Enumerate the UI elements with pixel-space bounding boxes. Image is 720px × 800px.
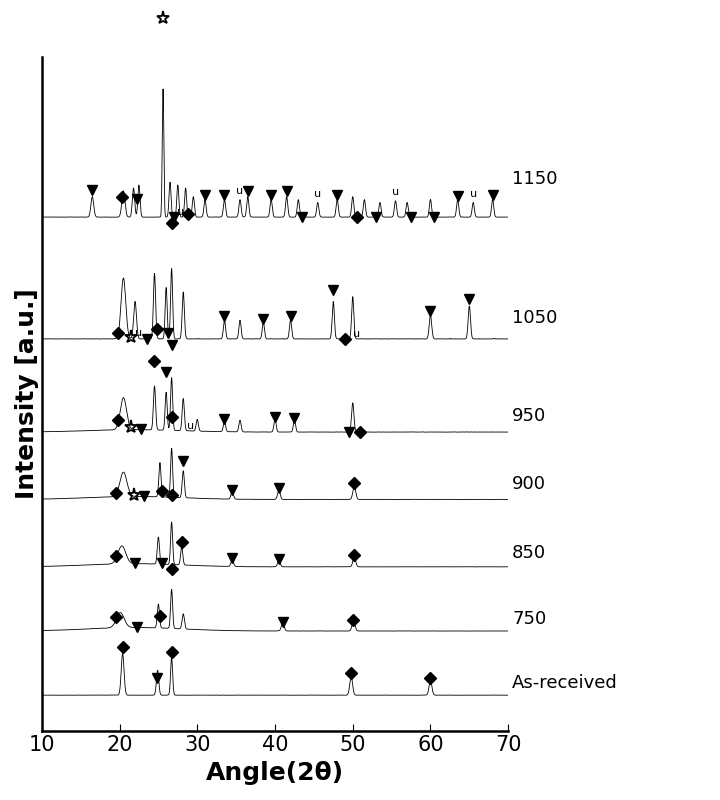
Text: u: u [314, 190, 321, 199]
Text: u: u [187, 421, 194, 430]
Text: u: u [469, 189, 477, 199]
Text: 1150: 1150 [512, 170, 557, 188]
Text: 950: 950 [512, 407, 546, 425]
X-axis label: Angle(2θ): Angle(2θ) [206, 761, 344, 785]
Y-axis label: Intensity [a.u.]: Intensity [a.u.] [15, 288, 39, 499]
Text: As-received: As-received [512, 674, 618, 692]
Text: u: u [392, 187, 399, 197]
Text: u: u [236, 186, 243, 196]
Text: 850: 850 [512, 545, 546, 562]
Text: u: u [353, 329, 360, 339]
Text: 750: 750 [512, 610, 546, 628]
Text: u: u [177, 206, 184, 217]
Text: 1050: 1050 [512, 309, 557, 327]
Text: 900: 900 [512, 475, 546, 493]
Text: u: u [135, 328, 143, 338]
